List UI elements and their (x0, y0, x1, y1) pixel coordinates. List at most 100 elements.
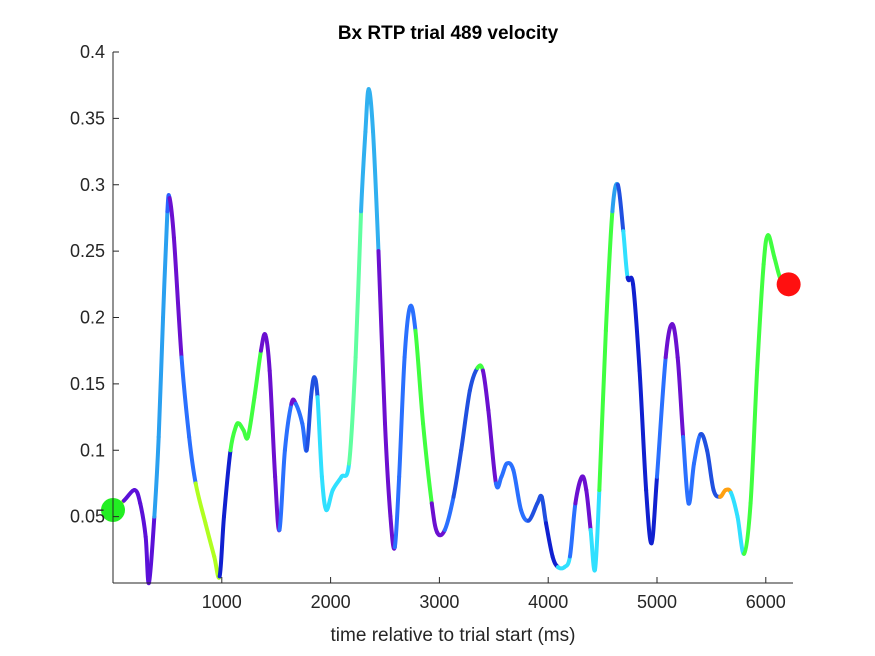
velocity-segment (511, 468, 523, 512)
velocity-segment (649, 474, 659, 546)
velocity-segment (156, 315, 166, 439)
velocity-segment (486, 408, 498, 486)
velocity-segment (562, 554, 572, 570)
velocity-segment (592, 488, 602, 572)
velocity-segment (644, 488, 654, 546)
x-tick-label: 6000 (746, 592, 786, 612)
velocity-segment (353, 209, 364, 360)
velocity-segment (132, 488, 143, 506)
y-tick-label: 0.15 (70, 374, 105, 394)
velocity-segment (686, 461, 696, 506)
velocity-segment (567, 501, 578, 559)
velocity-segment (324, 488, 335, 512)
velocity-segment (376, 249, 387, 426)
velocity-segment (371, 129, 381, 254)
velocity-segment (573, 474, 584, 506)
y-tick-label: 0.3 (80, 175, 105, 195)
velocity-segment (217, 514, 226, 579)
velocity-segment (429, 501, 440, 535)
velocity-segment (167, 196, 176, 240)
velocity-segment (670, 322, 680, 360)
velocity-segment (621, 229, 630, 280)
velocity-segment (728, 490, 740, 519)
velocity-segment (755, 262, 766, 373)
velocity-segment (203, 521, 217, 559)
velocity-segment (263, 332, 272, 373)
velocity-segment (161, 209, 170, 320)
x-tick-label: 4000 (528, 592, 568, 612)
velocity-segment (221, 448, 233, 519)
velocity-segment (603, 209, 615, 333)
velocity-segment (655, 355, 668, 479)
velocity-segment (392, 474, 402, 550)
velocity-segment (705, 448, 716, 493)
velocity-segment (544, 521, 555, 559)
velocity-segment (615, 182, 626, 234)
velocity-segment (625, 275, 636, 287)
velocity-line (111, 87, 791, 586)
velocity-segment (252, 348, 263, 400)
velocity-segment (499, 461, 509, 479)
x-axis-label: time relative to trial start (ms) (331, 625, 576, 646)
velocity-segment (597, 328, 608, 493)
velocity-segment (681, 434, 691, 506)
velocity-segment (761, 233, 770, 267)
velocity-segment (293, 401, 305, 426)
velocity-segment (413, 328, 426, 426)
velocity-segment (193, 481, 208, 526)
y-tick-label: 0.35 (70, 108, 105, 128)
velocity-segment (402, 304, 413, 360)
velocity-segment (584, 488, 593, 532)
velocity-segment (579, 474, 589, 493)
x-tick-label: 1000 (202, 592, 242, 612)
velocity-segment (637, 368, 649, 493)
velocity-segment (408, 303, 418, 333)
y-tick-label: 0.25 (70, 241, 105, 261)
velocity-segment (347, 355, 358, 466)
velocity-segment (359, 129, 368, 214)
velocity-segment (397, 355, 407, 479)
velocity-segment (467, 365, 480, 393)
velocity-segment (451, 448, 464, 499)
velocity-segment (748, 368, 760, 506)
velocity-segment (742, 501, 753, 556)
velocity-segment (421, 421, 434, 506)
y-axis: 0.05 0.1 0.15 0.2 0.25 0.3 0.35 0.4 (70, 42, 119, 583)
velocity-segment (675, 355, 686, 439)
velocity-segment (735, 514, 747, 556)
velocity-segment (442, 494, 456, 532)
velocity-segment (315, 395, 324, 479)
x-tick-label: 5000 (637, 592, 677, 612)
velocity-segment (631, 282, 642, 373)
velocity-segment (330, 474, 344, 493)
velocity-segment (245, 395, 257, 439)
velocity-segment (179, 355, 192, 439)
velocity-segment (304, 395, 314, 453)
velocity-segment (480, 368, 491, 413)
velocity-segment (691, 432, 703, 466)
velocity-segment (282, 401, 294, 453)
velocity-segment (152, 434, 161, 519)
chart-title: Bx RTP trial 489 velocity (338, 23, 559, 44)
velocity-segment (459, 388, 472, 453)
trial-markers (101, 272, 801, 522)
velocity-segment (319, 474, 329, 512)
velocity-segment (121, 488, 137, 503)
velocity-segment (277, 448, 287, 532)
y-tick-label: 0.2 (80, 308, 105, 328)
velocity-segment (366, 87, 376, 134)
velocity-segment (267, 368, 278, 479)
y-tick-label: 0.4 (80, 42, 105, 62)
x-tick-label: 2000 (311, 592, 351, 612)
y-tick-label: 0.1 (80, 440, 105, 460)
x-axis: 1000 2000 3000 4000 5000 6000 (113, 577, 793, 612)
velocity-segment (312, 375, 320, 400)
velocity-segment (187, 434, 198, 486)
velocity-segment (526, 501, 540, 523)
velocity-segment (663, 322, 675, 360)
velocity-segment (698, 431, 710, 453)
velocity-segment (539, 494, 549, 526)
velocity-segment (171, 235, 184, 360)
x-tick-label: 3000 (419, 592, 459, 612)
